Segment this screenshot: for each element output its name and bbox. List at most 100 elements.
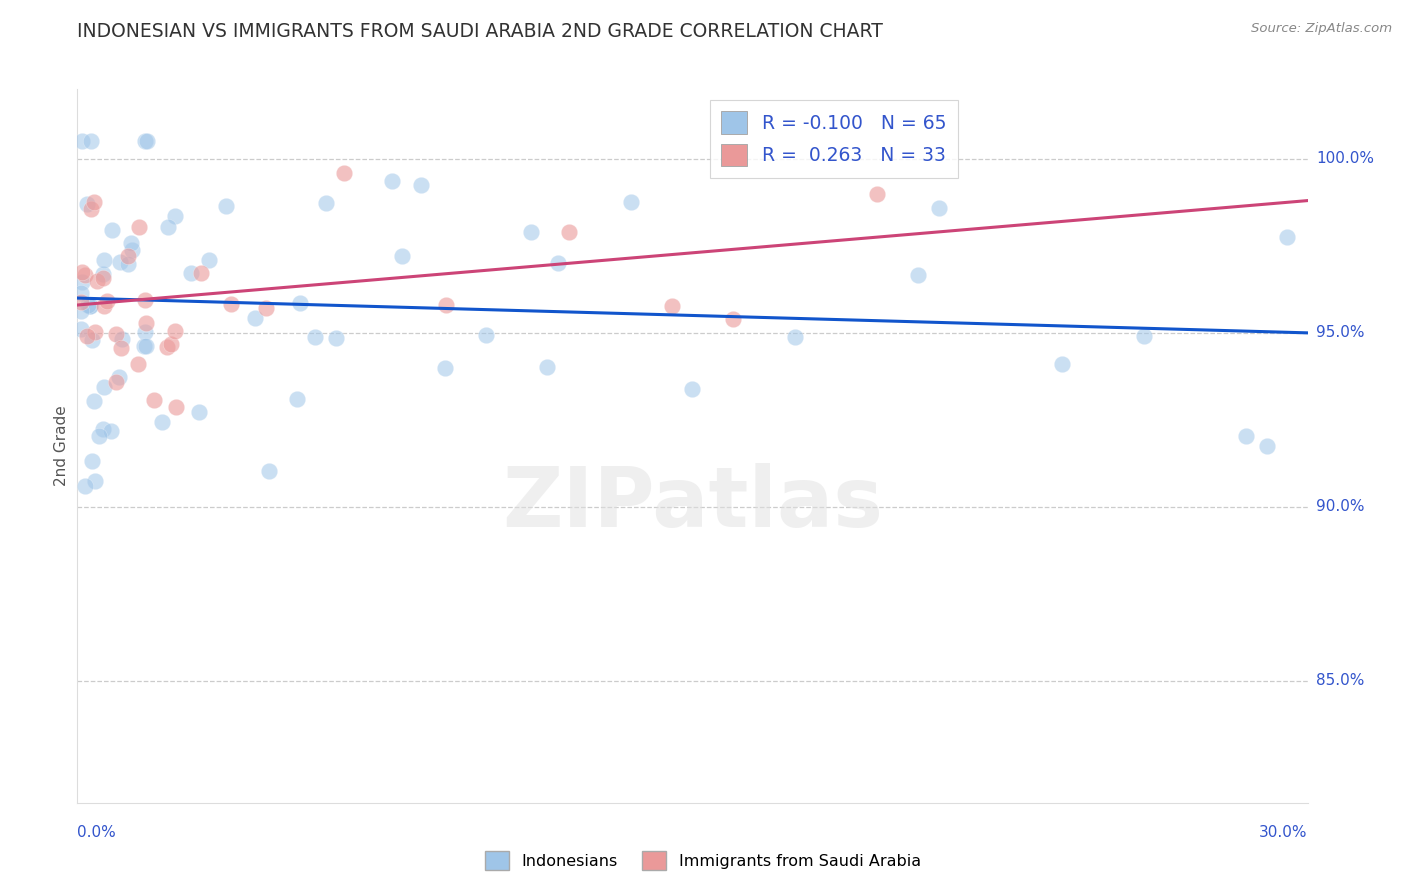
Point — [135, 316, 157, 330]
Point — [111, 332, 134, 346]
Text: INDONESIAN VS IMMIGRANTS FROM SAUDI ARABIA 2ND GRADE CORRELATION CHART: INDONESIAN VS IMMIGRANTS FROM SAUDI ARAB… — [77, 22, 883, 41]
Point — [76, 329, 98, 343]
Legend: R = -0.100   N = 65, R =  0.263   N = 33: R = -0.100 N = 65, R = 0.263 N = 33 — [710, 100, 957, 178]
Point — [783, 330, 806, 344]
Point — [381, 174, 404, 188]
Point — [93, 299, 115, 313]
Point — [82, 333, 104, 347]
Point — [928, 201, 950, 215]
Point — [128, 219, 150, 234]
Point — [152, 415, 174, 429]
Point — [93, 252, 115, 267]
Point — [333, 166, 356, 180]
Point — [254, 301, 277, 316]
Text: 100.0%: 100.0% — [1316, 152, 1374, 166]
Point — [84, 474, 107, 488]
Point — [89, 429, 111, 443]
Point — [180, 266, 202, 280]
Point — [163, 210, 186, 224]
Point — [104, 375, 127, 389]
Text: ZIPatlas: ZIPatlas — [502, 463, 883, 543]
Text: 30.0%: 30.0% — [1260, 825, 1308, 840]
Point — [134, 293, 156, 307]
Legend: Indonesians, Immigrants from Saudi Arabia: Indonesians, Immigrants from Saudi Arabi… — [478, 845, 928, 877]
Point — [108, 370, 131, 384]
Point — [1132, 329, 1154, 343]
Point — [83, 394, 105, 409]
Point — [866, 187, 889, 202]
Point — [134, 135, 156, 149]
Point — [132, 338, 155, 352]
Point — [433, 361, 456, 376]
Point — [155, 340, 177, 354]
Point — [70, 294, 93, 309]
Point — [325, 331, 347, 345]
Point — [304, 330, 326, 344]
Point — [163, 324, 186, 338]
Point — [391, 249, 413, 263]
Point — [121, 243, 143, 257]
Point — [188, 405, 211, 419]
Point — [101, 223, 124, 237]
Point — [436, 298, 458, 312]
Point — [661, 299, 683, 313]
Point — [70, 135, 93, 149]
Point — [536, 360, 558, 375]
Point — [519, 225, 541, 239]
Point — [475, 327, 498, 342]
Point — [80, 202, 103, 217]
Point — [117, 257, 139, 271]
Point — [86, 274, 108, 288]
Point — [91, 271, 114, 285]
Point — [82, 454, 104, 468]
Point — [547, 256, 569, 270]
Y-axis label: 2nd Grade: 2nd Grade — [53, 406, 69, 486]
Point — [100, 424, 122, 438]
Point — [96, 294, 118, 309]
Point — [1275, 230, 1298, 244]
Point — [620, 195, 643, 210]
Point — [285, 392, 308, 406]
Point — [117, 249, 139, 263]
Text: 85.0%: 85.0% — [1316, 673, 1364, 689]
Text: Source: ZipAtlas.com: Source: ZipAtlas.com — [1251, 22, 1392, 36]
Point — [76, 197, 98, 211]
Point — [127, 357, 149, 371]
Point — [73, 268, 96, 282]
Point — [77, 297, 100, 311]
Point — [257, 464, 280, 478]
Point — [723, 311, 745, 326]
Point — [190, 266, 212, 280]
Point — [120, 236, 142, 251]
Point — [70, 265, 93, 279]
Text: 0.0%: 0.0% — [77, 825, 117, 840]
Point — [91, 422, 114, 436]
Point — [91, 268, 114, 282]
Point — [70, 322, 93, 336]
Point — [288, 295, 311, 310]
Point — [215, 198, 238, 212]
Point — [83, 325, 105, 339]
Point — [160, 337, 183, 351]
Point — [72, 275, 94, 289]
Point — [221, 297, 243, 311]
Point — [198, 252, 221, 267]
Point — [79, 299, 101, 313]
Point — [165, 400, 187, 414]
Point — [136, 135, 159, 149]
Text: 90.0%: 90.0% — [1316, 500, 1364, 515]
Point — [1256, 439, 1278, 453]
Point — [315, 196, 337, 211]
Point — [70, 304, 93, 318]
Point — [243, 311, 266, 326]
Point — [93, 380, 115, 394]
Point — [907, 268, 929, 282]
Point — [1234, 429, 1257, 443]
Point — [79, 299, 101, 313]
Text: 95.0%: 95.0% — [1316, 326, 1364, 341]
Point — [108, 254, 131, 268]
Point — [105, 327, 128, 342]
Point — [80, 135, 103, 149]
Point — [409, 178, 432, 192]
Point — [134, 325, 156, 339]
